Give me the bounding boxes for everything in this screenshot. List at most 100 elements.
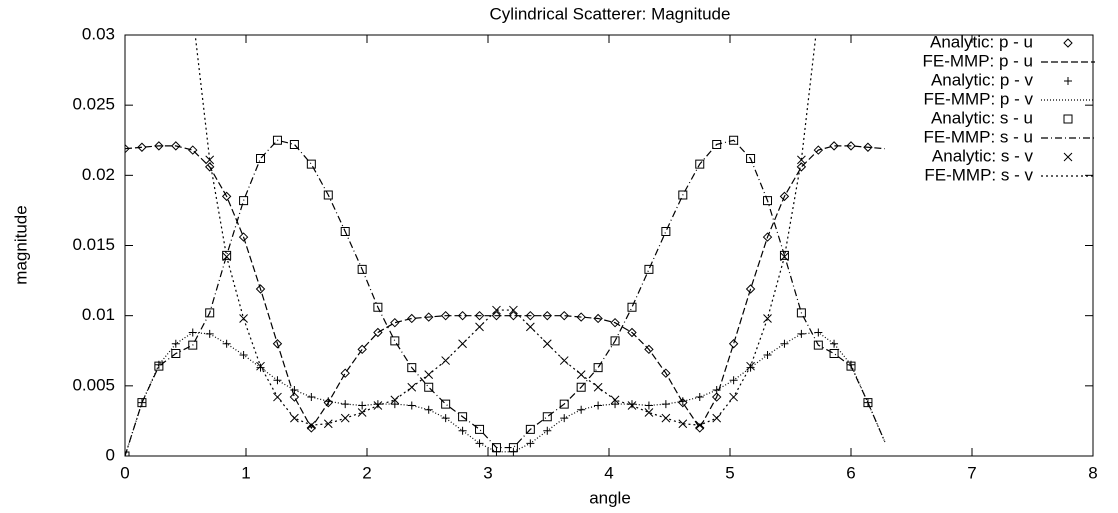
data-point <box>154 141 164 151</box>
legend-label: FE-MMP: p - u <box>922 51 1033 70</box>
data-point <box>627 400 636 409</box>
data-point <box>306 423 317 433</box>
data-point <box>627 327 637 338</box>
legend-label: Analytic: s - v <box>932 146 1034 165</box>
data-point <box>424 312 434 322</box>
data-point <box>222 250 232 260</box>
data-point <box>390 395 400 405</box>
data-point <box>576 382 586 392</box>
legend-swatch <box>1064 77 1072 85</box>
x-tick-label: 0 <box>120 463 129 482</box>
x-tick-label: 3 <box>483 463 492 482</box>
data-point <box>797 329 806 338</box>
data-point <box>678 419 688 429</box>
data-point <box>290 413 299 423</box>
data-point <box>863 142 873 152</box>
y-tick-label: 0.005 <box>72 375 115 394</box>
data-point <box>846 361 856 371</box>
y-axis-label: magnitude <box>11 205 30 284</box>
data-point <box>661 368 671 378</box>
data-point <box>221 191 232 202</box>
data-point <box>762 232 773 242</box>
data-point <box>238 232 249 242</box>
y-tick-label: 0.015 <box>72 235 115 254</box>
y-tick-label: 0.03 <box>82 24 115 43</box>
data-point <box>829 349 839 359</box>
data-point <box>491 443 501 453</box>
data-point <box>745 284 756 294</box>
data-point <box>695 423 705 433</box>
data-point <box>171 141 181 151</box>
data-point <box>205 155 215 165</box>
data-point <box>813 340 823 350</box>
data-point <box>441 399 451 409</box>
data-point <box>357 344 367 355</box>
chart-title: Cylindrical Scatterer: Magnitude <box>490 4 731 23</box>
data-point <box>307 393 316 402</box>
data-point <box>457 310 468 321</box>
y-tick-label: 0 <box>106 445 115 464</box>
data-point <box>712 413 722 423</box>
data-point <box>678 190 688 200</box>
legend-label: FE-MMP: s - u <box>923 127 1033 146</box>
data-point <box>593 363 603 373</box>
legend-label: Analytic: p - u <box>930 32 1033 51</box>
data-point <box>746 153 756 163</box>
x-axis-label: angle <box>589 488 631 507</box>
legend-label: FE-MMP: s - v <box>924 165 1033 184</box>
data-point <box>171 349 181 359</box>
data-point <box>559 310 569 321</box>
data-point <box>458 426 467 435</box>
series-line <box>125 331 886 456</box>
data-point <box>357 264 367 274</box>
data-point <box>695 393 704 402</box>
data-point <box>323 190 333 200</box>
data-point <box>593 313 603 324</box>
data-point <box>441 414 450 423</box>
data-point <box>290 386 299 395</box>
data-point <box>137 398 146 407</box>
data-point <box>610 395 620 405</box>
data-point <box>796 162 807 172</box>
data-point <box>525 310 536 321</box>
data-point <box>491 310 502 321</box>
data-point <box>323 419 333 429</box>
data-point <box>424 405 433 414</box>
data-point <box>830 339 839 348</box>
data-point <box>576 312 586 322</box>
data-point <box>829 141 839 151</box>
data-point <box>324 397 333 406</box>
data-point <box>440 310 451 321</box>
data-point <box>222 339 231 348</box>
data-point <box>239 314 248 323</box>
data-point <box>678 397 687 406</box>
data-point <box>474 310 485 321</box>
data-point <box>863 398 873 408</box>
data-point <box>577 405 586 414</box>
data-point <box>712 386 721 395</box>
data-point <box>373 302 383 312</box>
data-point <box>525 424 535 434</box>
data-point <box>475 439 484 448</box>
data-point <box>508 443 518 453</box>
y-tick-label: 0.025 <box>72 95 115 114</box>
data-point <box>763 196 773 206</box>
data-point <box>272 339 283 349</box>
data-point <box>340 226 350 236</box>
legend-swatch <box>1063 38 1073 48</box>
data-point <box>846 141 856 151</box>
data-point <box>644 344 654 355</box>
data-point <box>171 339 180 348</box>
data-point <box>779 250 789 260</box>
legend-label: Analytic: p - v <box>931 70 1034 89</box>
data-point <box>289 392 300 402</box>
data-point <box>255 284 266 294</box>
data-point <box>357 408 367 417</box>
data-point <box>125 143 130 154</box>
data-point <box>340 368 350 378</box>
data-point <box>695 159 705 169</box>
data-point <box>256 153 266 163</box>
y-tick-label: 0.01 <box>82 305 115 324</box>
data-point <box>390 317 400 328</box>
